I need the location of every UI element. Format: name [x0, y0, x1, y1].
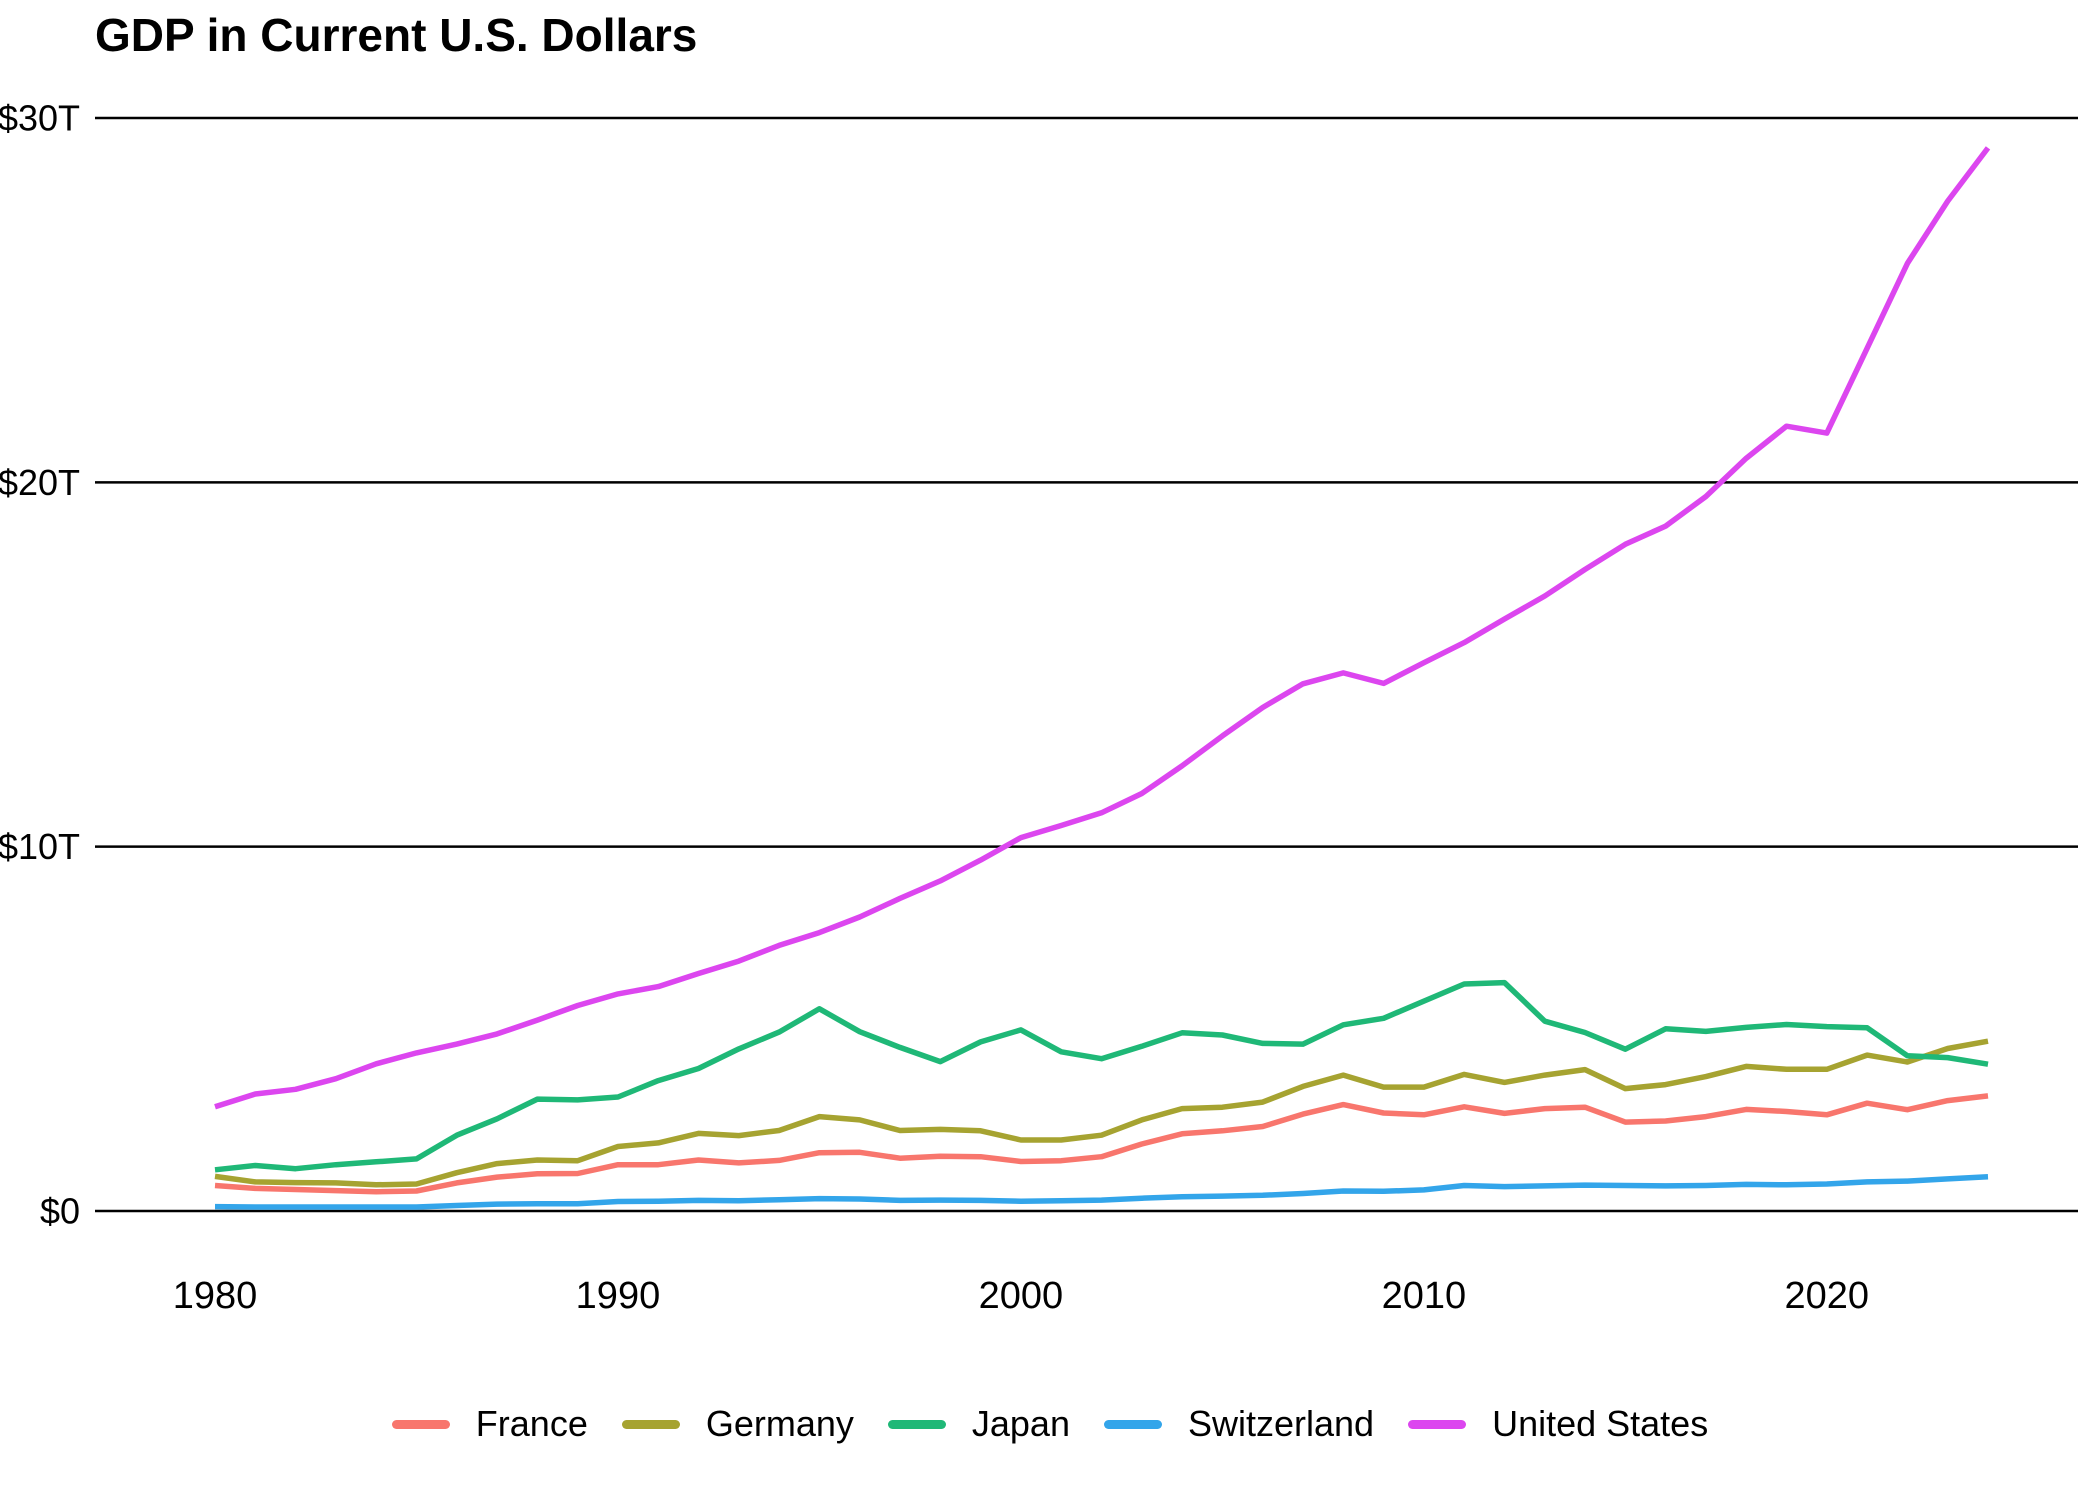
x-axis-tick-label: 1990	[576, 1275, 661, 1317]
x-axis-tick-label: 2020	[1785, 1275, 1870, 1317]
y-axis-tick-label: $10T	[0, 826, 80, 867]
legend-label-switzerland: Switzerland	[1187, 1403, 1375, 1444]
legend-label-germany: Germany	[705, 1403, 854, 1444]
y-axis-tick-label: $0	[40, 1191, 80, 1232]
legend-item-japan: Japan	[887, 1403, 1070, 1444]
chart-title: GDP in Current U.S. Dollars	[95, 9, 698, 61]
x-axis-tick-label: 1980	[173, 1275, 258, 1317]
legend-item-france: France	[391, 1403, 588, 1444]
legend: France Germany Japan Switzerland United Stat…	[0, 1406, 2100, 1442]
legend-swatch-switzerland	[1103, 1419, 1162, 1429]
legend-swatch-united-states	[1408, 1419, 1467, 1429]
series-line-france	[214, 1093, 1989, 1195]
series-line-japan	[214, 979, 1989, 1173]
x-axis-tick-label: 2000	[979, 1275, 1064, 1317]
legend-swatch-france	[391, 1419, 450, 1429]
legend-label-japan: Japan	[971, 1403, 1070, 1444]
y-axis-tick-label: $30T	[0, 98, 80, 139]
legend-item-germany: Germany	[621, 1403, 854, 1444]
legend-label-france: France	[475, 1403, 588, 1444]
series-line-united-states	[214, 146, 1991, 1110]
y-axis-tick-label: $20T	[0, 462, 80, 503]
series-line-switzerland	[214, 1174, 1989, 1210]
legend-item-switzerland: Switzerland	[1103, 1403, 1375, 1444]
x-axis-tick-label: 2010	[1382, 1275, 1467, 1317]
legend-swatch-japan	[887, 1419, 946, 1429]
legend-label-united-states: United States	[1492, 1403, 1709, 1444]
legend-swatch-germany	[621, 1419, 680, 1429]
legend-item-united-states: United States	[1408, 1406, 1708, 1442]
series-line-germany	[214, 1038, 1989, 1188]
